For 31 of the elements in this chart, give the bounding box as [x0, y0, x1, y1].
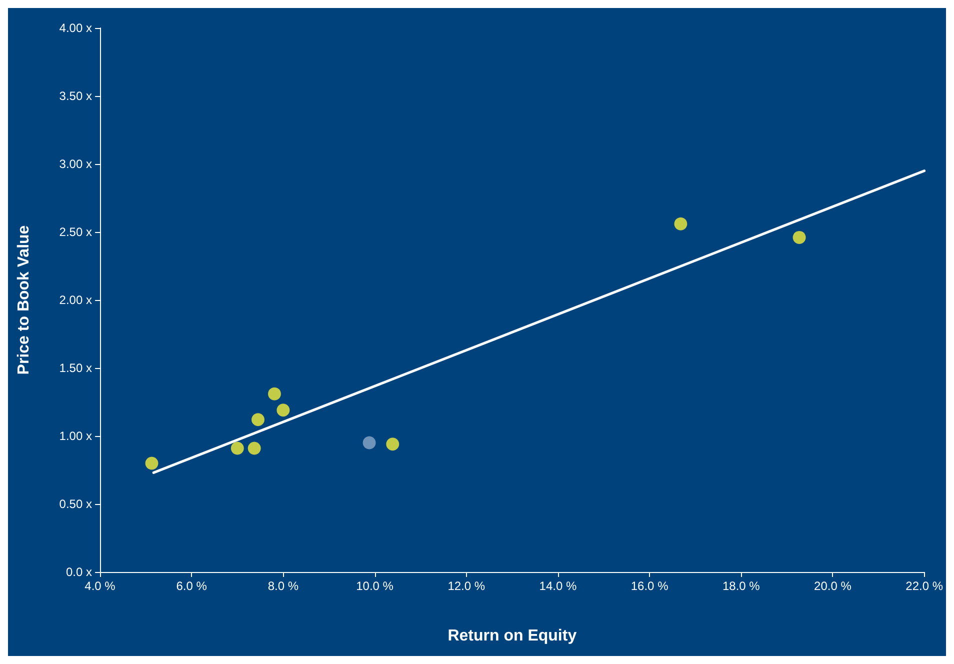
x-tick-label: 10.0 % — [356, 579, 394, 593]
x-tick-label: 16.0 % — [630, 579, 669, 593]
point — [252, 413, 264, 426]
y-tick-label: 4.00 x — [59, 21, 92, 35]
y-axis-title: Price to Book Value — [16, 225, 32, 375]
x-tick-label: 4.0 % — [84, 579, 116, 593]
y-tick-label: 3.50 x — [59, 89, 92, 103]
point — [674, 217, 688, 230]
y-tick-label: 0.50 x — [59, 497, 92, 511]
y-tick-label: 1.00 x — [59, 429, 92, 443]
point — [248, 442, 261, 455]
y-tick-label: 0.0 x — [66, 565, 92, 579]
y-tick-label: 1.50 x — [59, 361, 92, 375]
x-axis-title: Return on Equity — [448, 628, 577, 644]
y-tick-label: 2.50 x — [59, 225, 92, 239]
x-tick-label: 8.0 % — [268, 579, 299, 593]
x-tick-label: 20.0 % — [814, 579, 852, 593]
point — [145, 456, 158, 470]
y-tick-label: 3.00 x — [59, 157, 92, 171]
point — [362, 436, 376, 450]
y-tick-label: 2.00 x — [59, 293, 92, 307]
point — [230, 442, 244, 455]
x-tick-label: 12.0 % — [448, 579, 486, 593]
x-tick-label: 22.0 % — [906, 579, 944, 593]
point — [276, 404, 290, 417]
point — [386, 438, 400, 451]
x-tick-label: 6.0 % — [176, 579, 208, 593]
x-tick-label: 18.0 % — [722, 579, 760, 593]
x-tick-label: 14.0 % — [539, 579, 577, 593]
point — [268, 387, 281, 400]
point — [792, 230, 806, 244]
